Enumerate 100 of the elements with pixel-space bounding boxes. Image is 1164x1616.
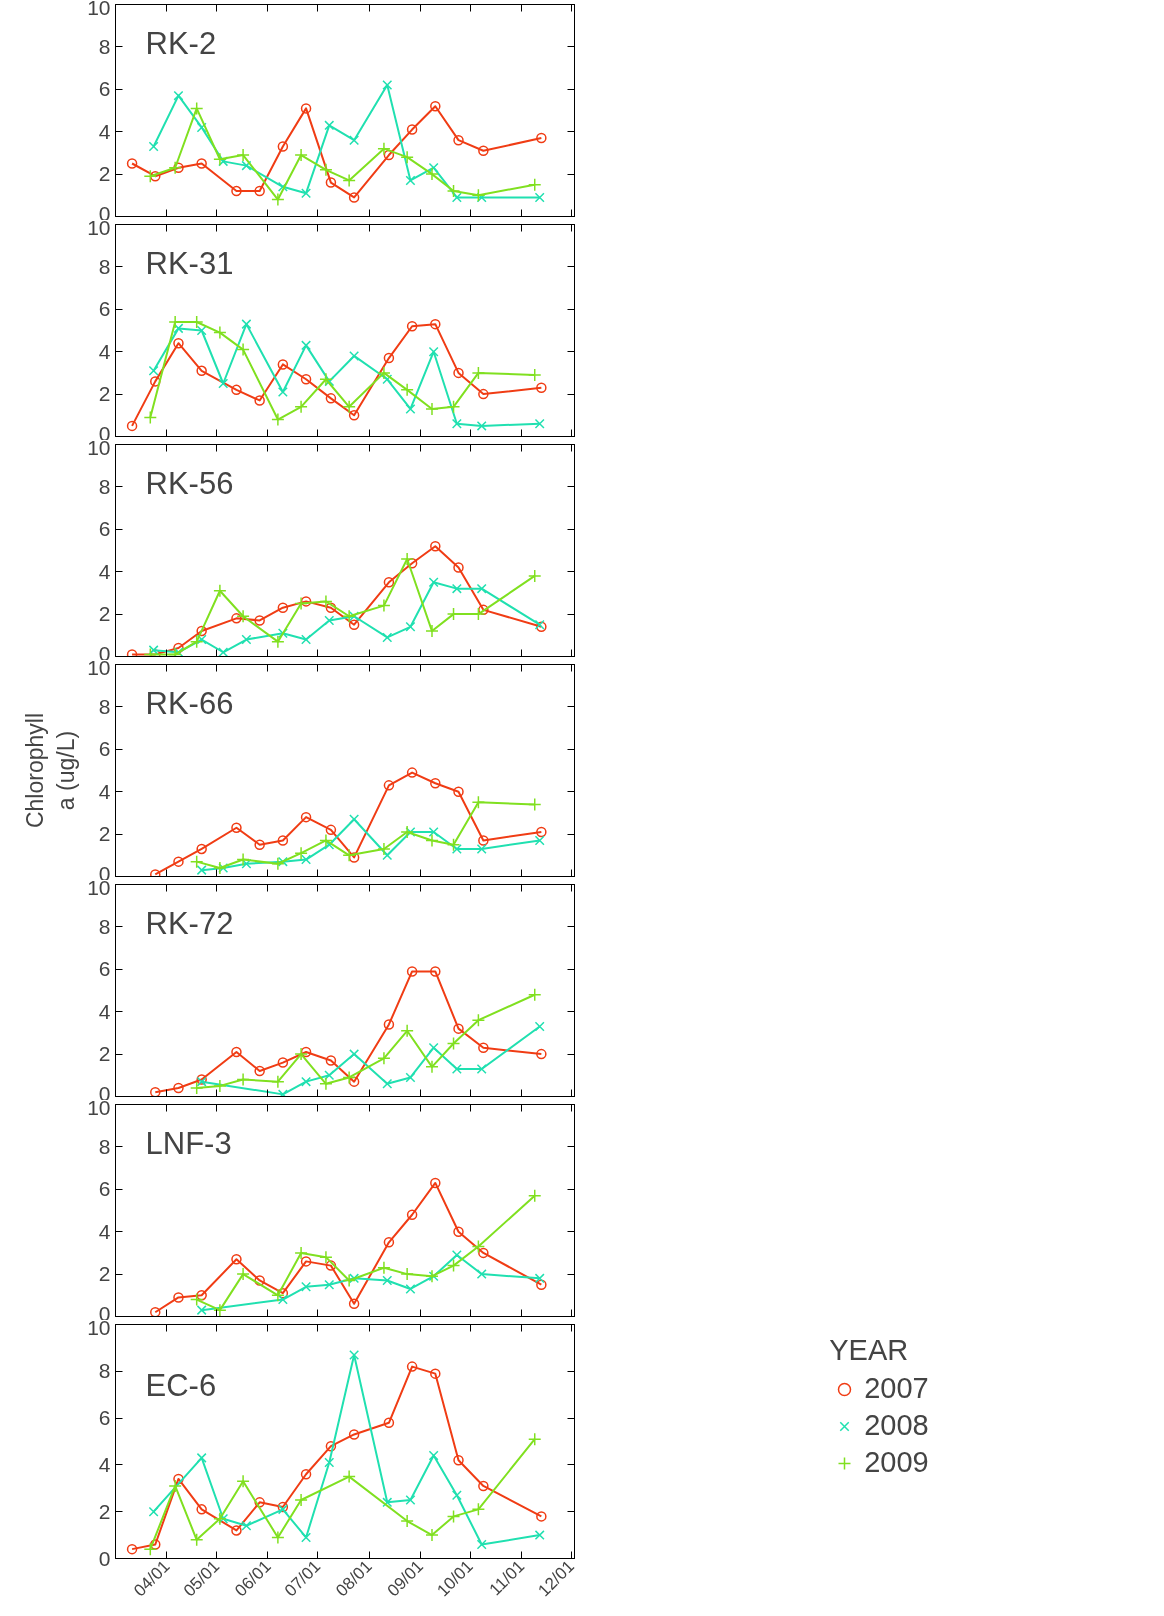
- point: [294, 400, 308, 414]
- y-tick-label: 6: [98, 77, 111, 101]
- point: [294, 846, 308, 860]
- y-tick-label: 4: [98, 779, 111, 803]
- point: [173, 162, 184, 173]
- point: [377, 141, 391, 156]
- point: [527, 987, 542, 1002]
- point: [453, 367, 464, 379]
- point: [428, 346, 439, 357]
- point: [377, 842, 391, 856]
- point: [319, 594, 333, 609]
- point: [241, 858, 252, 869]
- legend-label: 2007: [864, 1372, 929, 1405]
- y-tick-label: 2: [98, 1042, 111, 1066]
- point: [271, 857, 285, 871]
- point: [143, 1542, 158, 1556]
- point: [148, 141, 159, 152]
- point: [471, 1013, 486, 1027]
- y-tick-label: 6: [98, 1406, 111, 1430]
- point: [405, 826, 416, 837]
- point: [319, 372, 333, 387]
- point: [231, 1525, 242, 1536]
- point: [534, 1021, 545, 1032]
- point: [301, 854, 312, 865]
- point: [196, 1305, 207, 1316]
- point: [231, 613, 242, 624]
- point: [236, 1072, 250, 1087]
- point: [527, 177, 542, 192]
- point: [405, 175, 416, 186]
- point: [173, 1473, 184, 1485]
- point: [430, 101, 441, 112]
- point: [196, 634, 207, 645]
- point: [348, 852, 360, 863]
- point: [143, 410, 158, 425]
- point: [349, 135, 360, 146]
- point: [277, 628, 288, 639]
- point: [349, 1049, 360, 1060]
- point: [536, 382, 547, 393]
- point: [325, 602, 337, 613]
- point: [271, 634, 285, 649]
- point: [196, 1290, 207, 1301]
- point: [476, 843, 487, 854]
- point: [478, 388, 489, 400]
- point: [382, 850, 393, 861]
- point: [349, 611, 360, 622]
- point: [150, 1539, 161, 1550]
- point: [213, 584, 227, 598]
- point: [300, 374, 312, 385]
- point: [231, 1254, 242, 1265]
- point: [406, 767, 418, 778]
- point: [189, 101, 204, 116]
- point: [383, 149, 395, 161]
- point: [430, 1368, 441, 1379]
- point: [231, 822, 242, 833]
- point: [428, 1450, 439, 1461]
- point: [382, 1078, 393, 1089]
- point: [476, 1539, 487, 1550]
- point: [148, 1506, 159, 1517]
- point: [148, 365, 159, 376]
- point: [405, 1495, 416, 1505]
- y-tick-label: 6: [98, 517, 111, 541]
- point: [478, 1042, 489, 1053]
- point: [453, 134, 464, 146]
- point: [301, 1532, 312, 1543]
- point: [231, 1046, 242, 1058]
- point: [277, 359, 289, 370]
- point: [294, 1246, 308, 1260]
- y-tick-label: 8: [98, 1134, 111, 1158]
- point: [277, 141, 289, 152]
- point: [319, 833, 333, 848]
- point: [236, 852, 250, 867]
- point: [277, 1294, 288, 1305]
- point: [425, 833, 439, 848]
- y-tick-label: 8: [98, 694, 111, 718]
- point: [196, 843, 207, 855]
- point: [319, 1250, 333, 1264]
- point: [189, 1533, 204, 1547]
- point: [300, 1256, 312, 1267]
- y-tick-label: 6: [98, 957, 111, 981]
- point: [425, 402, 439, 416]
- point: [254, 185, 265, 197]
- point: [196, 1452, 207, 1463]
- point: [425, 167, 439, 181]
- y-tick-label: 8: [98, 474, 111, 498]
- point: [348, 1076, 360, 1087]
- y-tick-label: 6: [98, 297, 111, 321]
- y-tick-label: 4: [98, 559, 111, 583]
- point: [254, 615, 265, 626]
- point: [451, 418, 462, 429]
- point: [173, 642, 184, 654]
- y-tick-label: 2: [98, 1499, 111, 1523]
- point: [189, 854, 204, 869]
- point: [534, 1530, 545, 1541]
- y-tick-label: 6: [98, 1177, 111, 1201]
- point: [324, 120, 335, 131]
- point: [453, 786, 464, 797]
- y-tick-label: 2: [98, 1262, 111, 1286]
- point: [342, 173, 356, 188]
- point: [150, 869, 161, 877]
- point: [213, 861, 227, 875]
